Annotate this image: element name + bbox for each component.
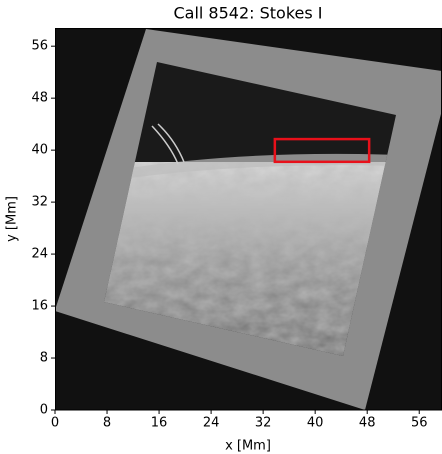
- y-tick-label: 16: [31, 299, 48, 314]
- x-tick-label: 32: [255, 416, 272, 431]
- y-tick-label: 24: [31, 247, 48, 262]
- y-tick-label: 32: [31, 195, 48, 210]
- x-tick-label: 56: [411, 416, 428, 431]
- y-tick-label: 40: [31, 143, 48, 158]
- x-tick-label: 8: [103, 416, 111, 431]
- chart-title: Call 8542: Stokes I: [173, 4, 322, 23]
- y-tick-label: 56: [31, 39, 48, 54]
- x-tick-label: 16: [151, 416, 168, 431]
- y-axis-label: y [Mm]: [5, 196, 20, 242]
- y-tick-label: 0: [40, 403, 48, 418]
- x-axis-label: x [Mm]: [225, 439, 271, 454]
- image: [55, 28, 442, 410]
- x-tick-label: 48: [359, 416, 376, 431]
- x-tick-label: 40: [307, 416, 324, 431]
- page: {"chart_data": {"type": "image", "title"…: [0, 0, 442, 454]
- x-tick-label: 24: [203, 416, 220, 431]
- x-tick-label: 0: [51, 416, 59, 431]
- chart: Call 8542: Stokes I x [Mm] y [Mm] 0 8 16 24…: [0, 0, 442, 454]
- y-tick-label: 48: [31, 91, 48, 106]
- y-tick-label: 8: [40, 351, 48, 366]
